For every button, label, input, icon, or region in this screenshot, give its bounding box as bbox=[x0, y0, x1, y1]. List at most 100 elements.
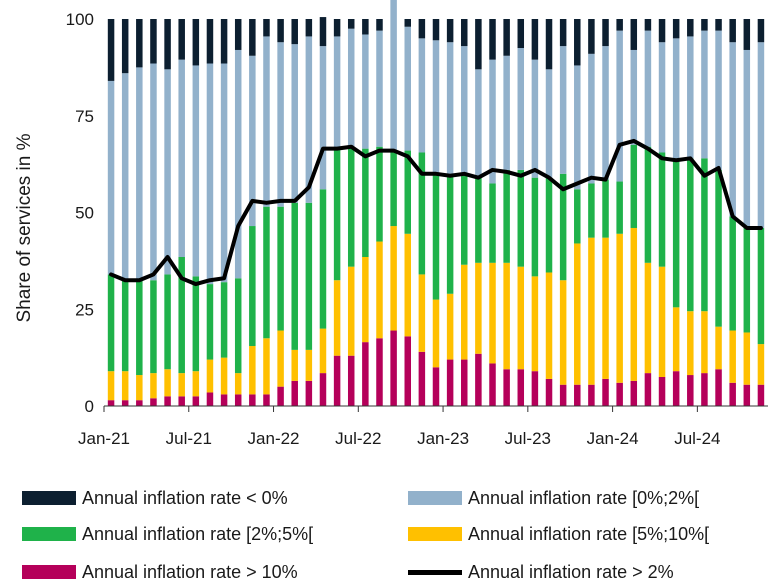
bar-segment-0-2022-04 bbox=[319, 373, 327, 406]
bar-segment-1-2023-05 bbox=[503, 262, 510, 370]
bar-segment-4-2021-01 bbox=[107, 19, 115, 81]
bar-segment-1-2022-02 bbox=[291, 349, 298, 381]
bar-segment-3-2021-04 bbox=[150, 63, 157, 281]
bar-segment-4-2023-02 bbox=[461, 19, 468, 47]
bar-segment-1-2021-11 bbox=[249, 346, 256, 395]
bar-segment-1-2021-12 bbox=[263, 338, 270, 395]
bar-segment-2-2022-02 bbox=[291, 202, 298, 350]
bar-segment-2-2023-03 bbox=[475, 177, 482, 263]
bar-segment-3-2022-04 bbox=[319, 46, 327, 190]
bar-segment-1-2022-05 bbox=[333, 280, 341, 356]
bar-segment-3-2021-08 bbox=[206, 63, 214, 285]
bar-segment-4-2024-02 bbox=[630, 19, 638, 50]
bar-segment-0-2023-11 bbox=[588, 384, 595, 406]
plot-area: Jan-21 Jul-21 Jan-22 Jul-22 Jan-23 Jul-23 Jan-… bbox=[14, 0, 768, 448]
series-line-annual-inflation-above-2 bbox=[109, 138, 763, 287]
bar-segment-1-2023-06 bbox=[517, 266, 525, 370]
bar-segment-2-2023-11 bbox=[588, 183, 595, 238]
bar-segment-3-2024-04 bbox=[658, 42, 666, 153]
bar-segment-1-2024-04 bbox=[658, 266, 666, 377]
bar-segment-2-2024-07 bbox=[701, 158, 708, 312]
bar-segment-4-2022-11 bbox=[418, 19, 426, 39]
bar-segment-4-2023-01 bbox=[446, 19, 454, 43]
bar-segment-3-2022-06 bbox=[347, 28, 355, 149]
bar-segment-4-2021-10 bbox=[234, 19, 242, 50]
bar-segment-2-2023-01 bbox=[446, 175, 454, 294]
y-tick-label-0: 0 bbox=[85, 397, 94, 416]
bar-segment-3-2023-07 bbox=[531, 59, 539, 178]
bar-segment-0-2023-08 bbox=[545, 378, 553, 406]
bar-segment-4-2023-05 bbox=[503, 19, 510, 56]
bar-segment-3-2024-07 bbox=[701, 30, 708, 159]
bar-segment-4-2021-05 bbox=[164, 19, 171, 70]
bar-segment-4-2021-12 bbox=[263, 19, 270, 37]
bar-segment-2-2022-05 bbox=[333, 148, 341, 281]
bar-segment-0-2021-04 bbox=[150, 398, 157, 406]
bar-segment-0-2021-02 bbox=[121, 400, 129, 406]
bar-segment-0-2023-03 bbox=[475, 353, 482, 406]
bar-segment-3-2021-12 bbox=[263, 36, 270, 207]
bar-segment-0-2024-03 bbox=[644, 373, 652, 406]
bar-segment-3-2021-05 bbox=[164, 69, 171, 275]
bar-segment-3-2022-02 bbox=[291, 44, 298, 203]
bar-segment-2-2022-10 bbox=[404, 150, 411, 234]
bar-segment-2-2024-02 bbox=[630, 144, 638, 228]
bar-segment-3-2024-05 bbox=[672, 38, 680, 159]
bar-segment-0-2021-06 bbox=[178, 396, 185, 406]
y-ticks-group: 0 25 50 75 100 bbox=[66, 10, 94, 416]
bar-segment-4-2022-06 bbox=[347, 19, 355, 29]
bar-segment-4-2023-07 bbox=[531, 19, 539, 60]
bar-segment-0-2023-09 bbox=[559, 384, 567, 406]
bar-segment-3-2022-10 bbox=[404, 26, 411, 151]
y-tick-label-100: 100 bbox=[66, 10, 94, 29]
y-tick-label-75: 75 bbox=[75, 107, 94, 126]
bar-segment-4-2022-04 bbox=[319, 17, 327, 47]
bar-segment-3-2023-05 bbox=[503, 55, 510, 170]
bar-segment-4-2021-06 bbox=[178, 19, 185, 60]
bar-segment-2-2021-08 bbox=[206, 284, 214, 360]
bar-segment-1-2022-08 bbox=[376, 241, 383, 339]
bar-segment-2-2024-09 bbox=[729, 216, 736, 331]
bar-segment-4-2021-03 bbox=[136, 19, 143, 68]
bar-segment-3-2022-01 bbox=[277, 42, 284, 207]
bar-segment-0-2023-04 bbox=[489, 363, 496, 406]
bar-segment-0-2022-08 bbox=[376, 338, 383, 406]
bar-segment-2-2023-07 bbox=[531, 177, 539, 277]
bar-segment-0-2022-07 bbox=[362, 342, 369, 406]
bar-segment-1-2022-03 bbox=[305, 349, 313, 381]
bar-segment-4-2021-11 bbox=[249, 19, 256, 56]
bar-segment-1-2023-02 bbox=[461, 264, 468, 360]
bar-segment-0-2023-07 bbox=[531, 371, 539, 406]
bar-segment-1-2021-03 bbox=[136, 375, 143, 401]
bar-segment-1-2024-09 bbox=[729, 330, 736, 383]
bar-segment-3-2022-07 bbox=[362, 34, 369, 149]
bar-segment-2-2021-09 bbox=[220, 282, 228, 358]
bar-segment-2-2023-10 bbox=[574, 189, 581, 244]
bar-segment-0-2024-06 bbox=[687, 375, 694, 406]
x-tick-label-Jul-21: Jul-21 bbox=[166, 429, 212, 448]
bar-segment-4-2024-11 bbox=[757, 19, 765, 43]
bar-segment-1-2023-03 bbox=[475, 262, 482, 354]
bar-segment-3-2021-07 bbox=[192, 65, 200, 277]
bar-segment-0-2023-10 bbox=[574, 384, 581, 406]
bar-segment-4-2024-04 bbox=[658, 19, 666, 43]
bar-segment-3-2021-10 bbox=[234, 49, 242, 279]
bar-segment-4-2022-08 bbox=[376, 19, 383, 31]
bar-segment-2-2022-06 bbox=[347, 148, 355, 267]
bar-segment-4-2024-05 bbox=[672, 19, 680, 39]
bar-segment-0-2023-06 bbox=[517, 369, 525, 406]
bar-segment-2-2021-06 bbox=[178, 257, 185, 374]
bar-segment-3-2021-06 bbox=[178, 59, 185, 257]
bar-segment-3-2021-11 bbox=[249, 55, 256, 227]
bar-segment-2-2023-05 bbox=[503, 169, 510, 263]
bar-segment-0-2022-10 bbox=[404, 336, 411, 406]
bar-segment-2-2021-05 bbox=[164, 274, 171, 370]
bar-segment-4-2023-09 bbox=[559, 19, 567, 47]
bar-segment-0-2021-10 bbox=[234, 394, 242, 406]
bar-segment-4-2024-01 bbox=[616, 19, 623, 31]
bar-segment-4-2022-05 bbox=[333, 19, 341, 37]
bar-segment-4-2024-09 bbox=[729, 19, 736, 43]
x-tick-label-Jul-24: Jul-24 bbox=[674, 429, 720, 448]
bar-segment-1-2022-01 bbox=[277, 330, 284, 387]
bar-segment-2-2023-08 bbox=[545, 177, 553, 273]
